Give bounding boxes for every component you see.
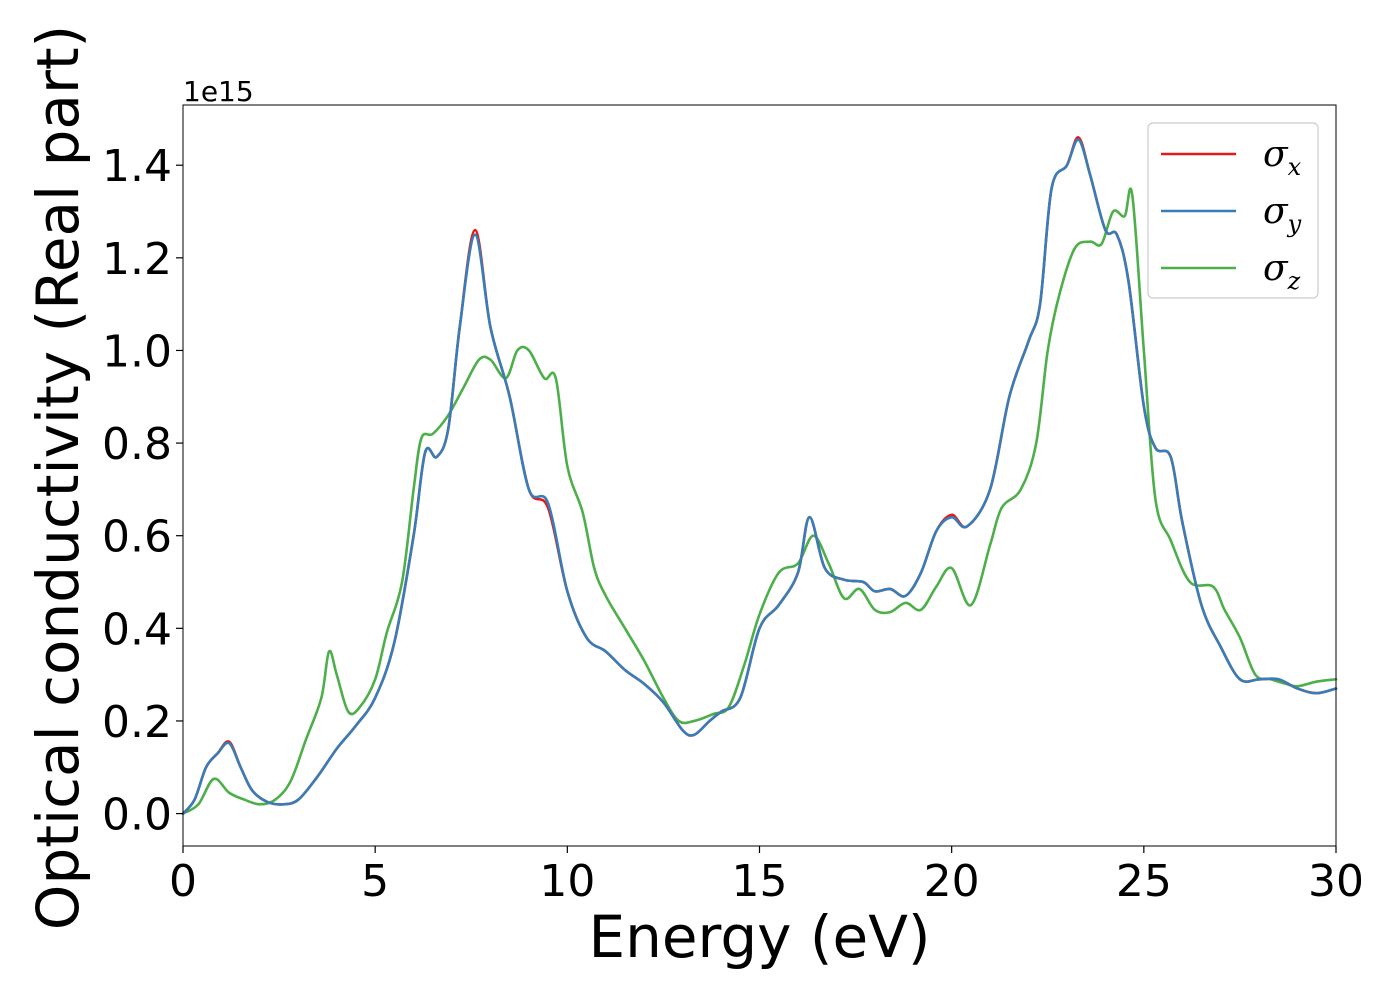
y-axis-offset-label: 1e15 xyxy=(183,75,254,108)
series-line-z xyxy=(181,187,1338,815)
y-tick-label: 1.0 xyxy=(102,326,172,377)
legend-symbol: σ xyxy=(1263,134,1289,175)
y-axis: 0.0 0.2 0.4 0.6 0.8 1.0 1.2 1.4 xyxy=(102,141,183,841)
y-axis-title: Optical conductivity (Real part) xyxy=(24,25,92,930)
series-layer xyxy=(181,136,1338,815)
y-tick-label: 0.2 xyxy=(102,697,172,748)
legend-label-y: σy xyxy=(1263,191,1302,238)
x-tick-label: 5 xyxy=(361,856,389,907)
y-tick-label: 0.0 xyxy=(102,790,172,841)
x-tick-label: 30 xyxy=(1308,856,1364,907)
legend-label-z: σz xyxy=(1263,248,1301,295)
legend-symbol: σ xyxy=(1263,191,1289,232)
legend-symbol: σ xyxy=(1263,248,1289,289)
series-line-y xyxy=(181,138,1338,815)
x-tick-label: 10 xyxy=(539,856,595,907)
x-tick-label: 15 xyxy=(732,856,788,907)
legend-subscript: y xyxy=(1287,210,1302,238)
y-tick-label: 1.2 xyxy=(102,234,172,285)
x-axis-title: Energy (eV) xyxy=(588,903,930,971)
legend-label-x: σx xyxy=(1263,134,1302,181)
legend-subscript: z xyxy=(1287,267,1301,295)
x-tick-label: 25 xyxy=(1116,856,1172,907)
y-tick-label: 0.4 xyxy=(102,604,172,655)
y-tick-label: 0.8 xyxy=(102,419,172,470)
x-axis: 0 5 10 15 20 25 30 xyxy=(169,846,1364,907)
x-tick-label: 0 xyxy=(169,856,197,907)
y-tick-label: 1.4 xyxy=(102,141,172,192)
y-tick-label: 0.6 xyxy=(102,512,172,563)
x-tick-label: 20 xyxy=(924,856,980,907)
legend-subscript: x xyxy=(1288,153,1302,181)
